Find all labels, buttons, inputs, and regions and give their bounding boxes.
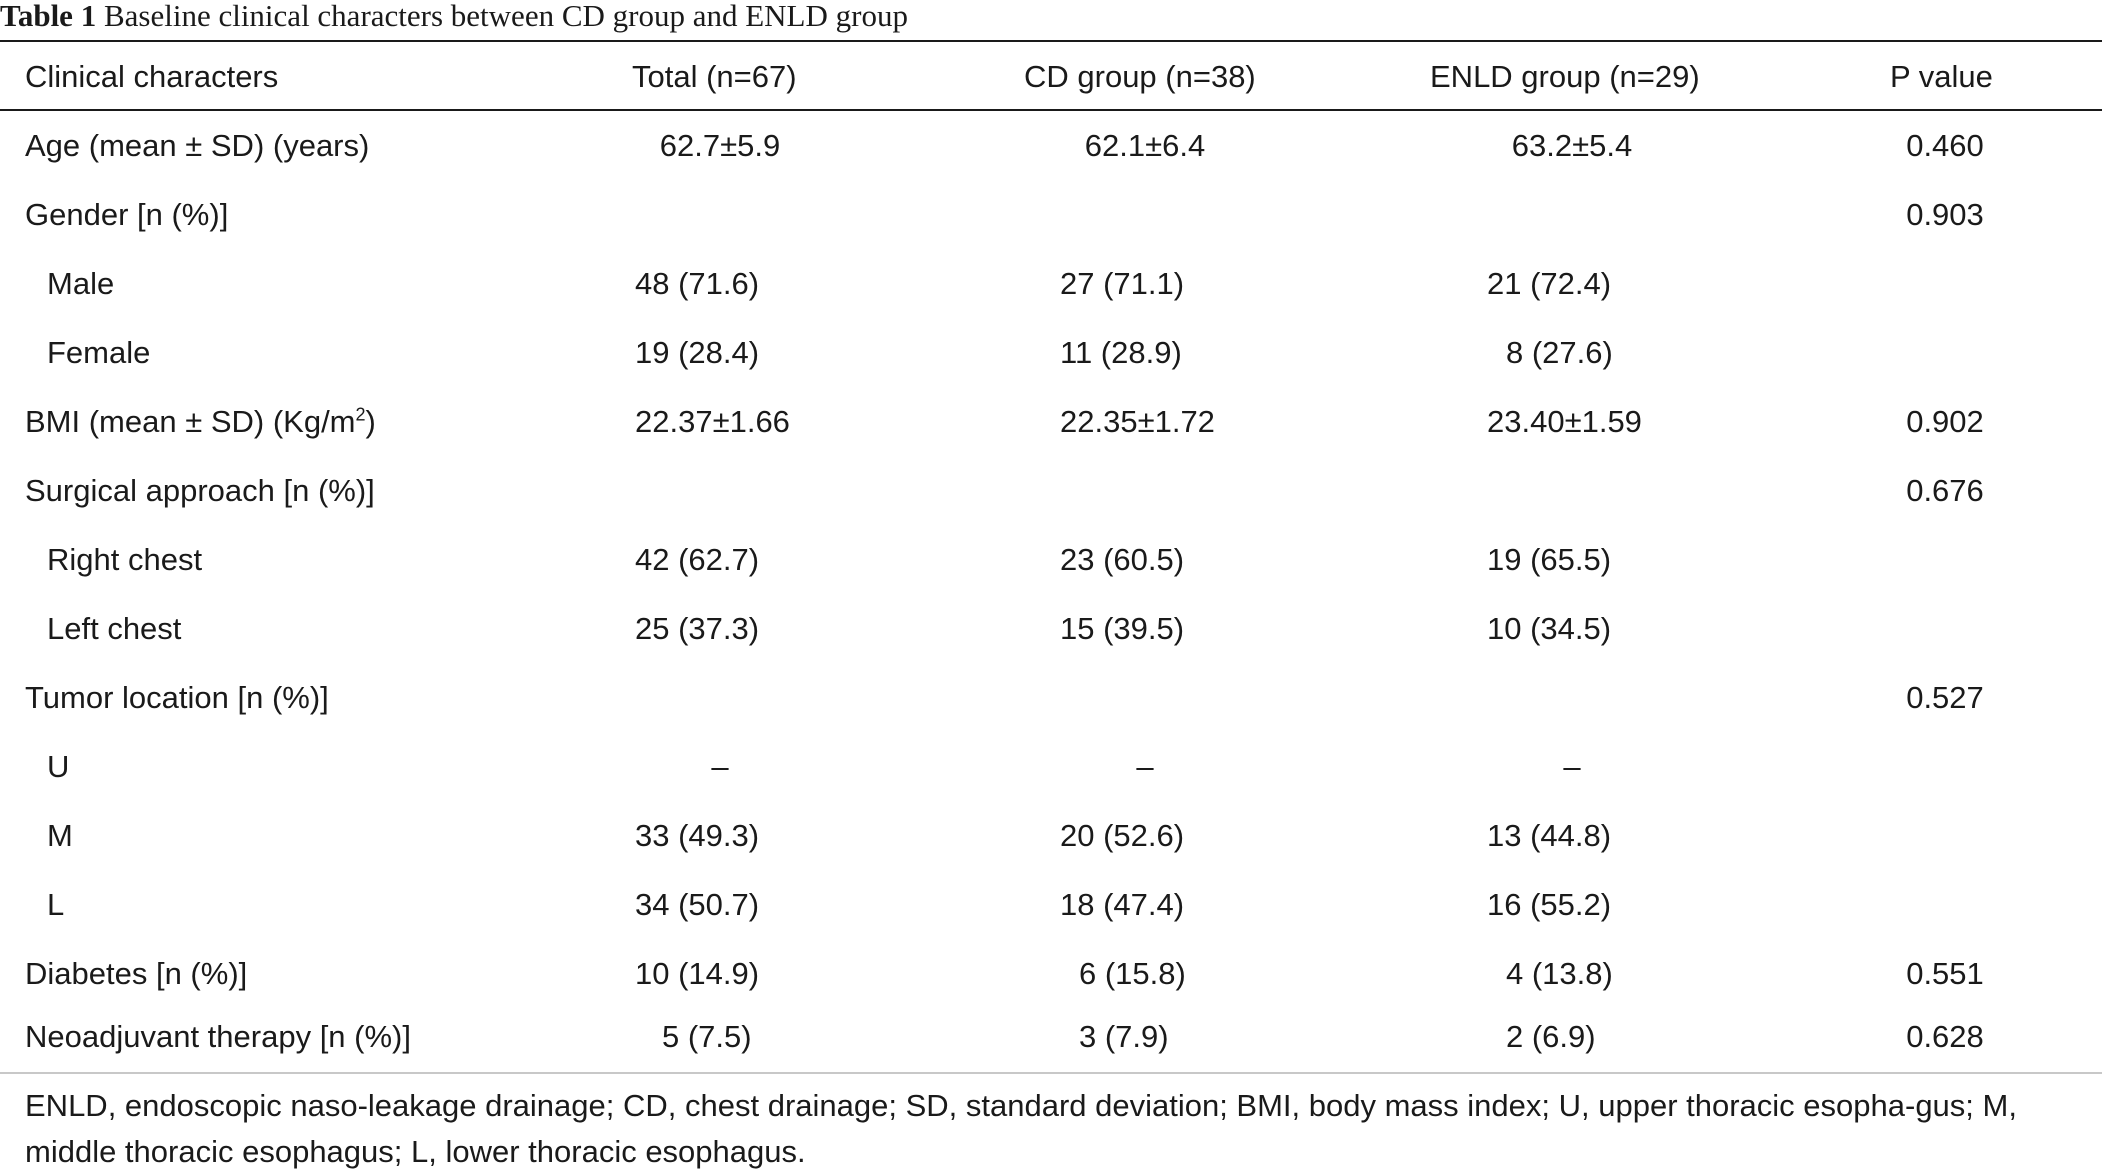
header-p-value: P value: [1890, 59, 1993, 94]
cell-p: 0.676: [1906, 473, 1984, 508]
cell-total: 5 (7.5): [662, 1019, 752, 1054]
row-label: M: [47, 818, 73, 853]
cell-total: 62.7±5.9: [659, 128, 781, 163]
table-row: U – – –: [0, 732, 2102, 801]
header-total: Total (n=67): [632, 59, 797, 94]
table-row: L 34 (50.7) 18 (47.4) 16 (55.2): [0, 870, 2102, 939]
cell-cd: 18 (47.4): [1060, 887, 1185, 922]
table-row: Tumor location [n (%)] 0.527: [0, 663, 2102, 732]
cell-total: –: [711, 749, 729, 784]
table-row: Age (mean ± SD) (years) 62.7±5.9 62.1±6.…: [0, 111, 2102, 180]
row-label: Gender [n (%)]: [25, 197, 229, 232]
row-label-superscript: 2: [355, 404, 366, 425]
table-row: Right chest 42 (62.7) 23 (60.5) 19 (65.5…: [0, 525, 2102, 594]
row-label: Male: [47, 266, 115, 301]
table-row: Gender [n (%)] 0.903: [0, 180, 2102, 249]
cell-total: 34 (50.7): [635, 887, 760, 922]
header-enld-group: ENLD group (n=29): [1430, 59, 1700, 94]
row-label: Female: [47, 335, 151, 370]
cell-enld: 13 (44.8): [1487, 818, 1612, 853]
cell-p: 0.902: [1906, 404, 1984, 439]
cell-enld: 4 (13.8): [1506, 956, 1613, 991]
cell-cd: 3 (7.9): [1079, 1019, 1169, 1054]
cell-enld: 63.2±5.4: [1511, 128, 1633, 163]
cell-p: 0.903: [1906, 197, 1984, 232]
header-clinical-characters: Clinical characters: [25, 59, 279, 94]
row-label-end: ): [365, 404, 376, 439]
row-label: Neoadjuvant therapy [n (%)]: [25, 1019, 411, 1054]
table-row: Male 48 (71.6) 27 (71.1) 21 (72.4): [0, 249, 2102, 318]
row-label: Age (mean ± SD) (years): [25, 128, 370, 163]
table-row: Neoadjuvant therapy [n (%)] 5 (7.5) 3 (7…: [0, 1002, 2102, 1071]
table-caption-label: Table 1: [0, 0, 97, 33]
row-label: Surgical approach [n (%)]: [25, 473, 375, 508]
table-footnote: ENLD, endoscopic naso-leakage drainage; …: [25, 1088, 2017, 1169]
header-cd-group: CD group (n=38): [1024, 59, 1256, 94]
cell-total: 33 (49.3): [635, 818, 760, 853]
cell-cd: 6 (15.8): [1079, 956, 1186, 991]
cell-cd: 15 (39.5): [1060, 611, 1185, 646]
cell-cd: 23 (60.5): [1060, 542, 1185, 577]
cell-p: 0.460: [1906, 128, 1984, 163]
table-row: Diabetes [n (%)] 10 (14.9) 6 (15.8) 4 (1…: [0, 939, 2102, 1008]
cell-enld: 2 (6.9): [1506, 1019, 1596, 1054]
row-label: Right chest: [47, 542, 203, 577]
table-row: BMI (mean ± SD) (Kg/m2) 22.37±1.66 22.35…: [0, 387, 2102, 456]
table-row: M 33 (49.3) 20 (52.6) 13 (44.8): [0, 801, 2102, 870]
table-row: Surgical approach [n (%)] 0.676: [0, 456, 2102, 525]
row-label: L: [47, 887, 65, 922]
cell-cd: 20 (52.6): [1060, 818, 1185, 853]
table-caption-title: Baseline clinical characters between CD …: [103, 0, 908, 33]
cell-p: 0.527: [1906, 680, 1984, 715]
row-label: U: [47, 749, 70, 784]
row-label: Left chest: [47, 611, 182, 646]
cell-enld: –: [1563, 749, 1581, 784]
row-label: Tumor location [n (%)]: [25, 680, 329, 715]
row-label: Diabetes [n (%)]: [25, 956, 248, 991]
cell-p: 0.628: [1906, 1019, 1984, 1054]
cell-p: 0.551: [1906, 956, 1984, 991]
table-bottom-rule: [0, 1072, 2102, 1074]
table-header-row: Clinical characters Total (n=67) CD grou…: [0, 42, 2102, 111]
cell-cd: –: [1136, 749, 1154, 784]
cell-cd: 27 (71.1): [1060, 266, 1185, 301]
cell-cd: 62.1±6.4: [1084, 128, 1206, 163]
cell-total: 19 (28.4): [635, 335, 760, 370]
cell-total: 48 (71.6): [635, 266, 760, 301]
cell-total: 42 (62.7): [635, 542, 760, 577]
cell-enld: 21 (72.4): [1487, 266, 1612, 301]
table-row: Female 19 (28.4) 11 (28.9) 8 (27.6): [0, 318, 2102, 387]
cell-total: 10 (14.9): [635, 956, 760, 991]
cell-total: 22.37±1.66: [635, 404, 790, 439]
table-row: Left chest 25 (37.3) 15 (39.5) 10 (34.5): [0, 594, 2102, 663]
cell-enld: 8 (27.6): [1506, 335, 1613, 370]
cell-cd: 22.35±1.72: [1060, 404, 1215, 439]
table-header-rule: [0, 109, 2102, 111]
row-label: BMI (mean ± SD) (Kg/m2): [25, 387, 376, 456]
cell-cd: 11 (28.9): [1060, 335, 1182, 370]
row-label-text: BMI (mean ± SD) (Kg/m: [25, 404, 356, 439]
cell-enld: 10 (34.5): [1487, 611, 1612, 646]
cell-total: 25 (37.3): [635, 611, 760, 646]
cell-enld: 16 (55.2): [1487, 887, 1612, 922]
table-top-rule: [0, 40, 2102, 42]
table-caption: Table 1 Baseline clinical characters bet…: [0, 0, 908, 38]
cell-enld: 19 (65.5): [1487, 542, 1612, 577]
cell-enld: 23.40±1.59: [1487, 404, 1642, 439]
